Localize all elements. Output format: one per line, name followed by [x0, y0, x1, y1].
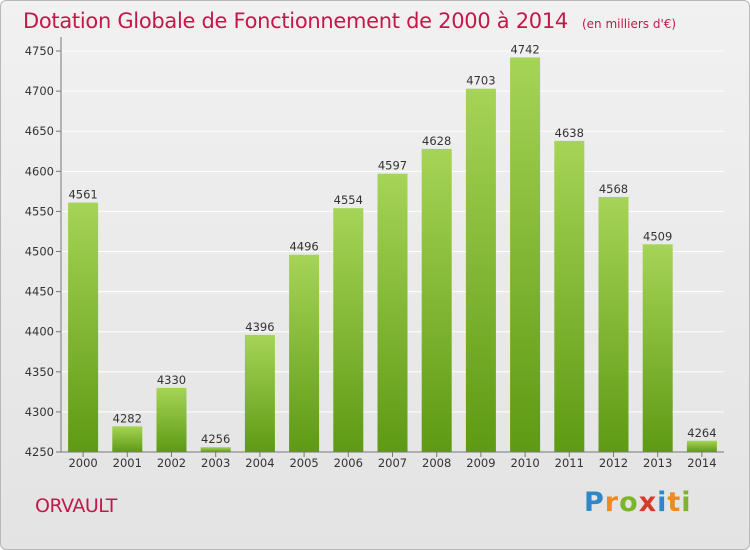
- bar-2001[interactable]: [112, 426, 143, 452]
- x-tick-label-2006: 2006: [334, 456, 363, 470]
- unit-note: (en milliers d'€): [581, 17, 677, 31]
- logo-letter-1: r: [604, 487, 620, 518]
- x-tick-label-2011: 2011: [555, 456, 584, 470]
- y-tick-label-4400: 4400: [25, 325, 54, 339]
- bar-2012[interactable]: [598, 196, 629, 452]
- data-label-2003: 4256: [201, 432, 230, 446]
- y-tick-label-4300: 4300: [25, 405, 54, 419]
- x-tick-label-2010: 2010: [510, 456, 539, 470]
- y-tick-label-4550: 4550: [25, 204, 54, 218]
- y-tick-label-4250: 4250: [25, 445, 54, 459]
- data-label-2004: 4396: [245, 320, 274, 334]
- bar-2006[interactable]: [333, 208, 364, 452]
- commune-name: ORVAULT: [35, 495, 117, 517]
- bar-2014[interactable]: [686, 440, 717, 452]
- data-label-2011: 4638: [555, 126, 584, 140]
- x-tick-label-2000: 2000: [68, 456, 97, 470]
- title-text: Dotation Globale de Fonctionnement de 20…: [23, 9, 568, 33]
- bar-2003[interactable]: [200, 447, 231, 452]
- bar-2004[interactable]: [244, 334, 275, 452]
- data-label-2009: 4703: [466, 74, 495, 88]
- bar-2009[interactable]: [465, 88, 496, 452]
- y-tick-label-4600: 4600: [25, 164, 54, 178]
- bar-2007[interactable]: [377, 173, 408, 452]
- data-label-2014: 4264: [687, 426, 716, 440]
- data-label-2005: 4496: [289, 240, 318, 254]
- data-label-2000: 4561: [68, 188, 97, 202]
- data-label-2002: 4330: [157, 373, 186, 387]
- bar-2000[interactable]: [68, 202, 99, 452]
- data-label-2013: 4509: [643, 229, 672, 243]
- x-tick-label-2005: 2005: [289, 456, 318, 470]
- x-tick-label-2012: 2012: [599, 456, 628, 470]
- y-tick-label-4500: 4500: [25, 245, 54, 259]
- y-tick-label-4700: 4700: [25, 84, 54, 98]
- x-tick-label-2013: 2013: [643, 456, 672, 470]
- y-tick-label-4350: 4350: [25, 365, 54, 379]
- x-tick-label-2004: 2004: [245, 456, 274, 470]
- x-tick-label-2002: 2002: [157, 456, 186, 470]
- bar-2013[interactable]: [642, 244, 673, 452]
- bars: [68, 57, 717, 452]
- axes: 4250 4300 4350 4400 4450 4500 4550 4600 4650 4700…: [25, 37, 724, 470]
- x-tick-label-2007: 2007: [378, 456, 407, 470]
- x-tick-label-2009: 2009: [466, 456, 495, 470]
- logo-letter-6: i: [681, 487, 692, 518]
- x-tick-label-2014: 2014: [687, 456, 716, 470]
- y-tick-label-4750: 4750: [25, 44, 54, 58]
- bar-2010[interactable]: [510, 57, 541, 452]
- data-label-2010: 4742: [510, 42, 539, 56]
- proxiti-logo[interactable]: Proxiti: [584, 487, 692, 518]
- y-tick-label-4450: 4450: [25, 285, 54, 299]
- data-label-2008: 4628: [422, 134, 451, 148]
- data-label-2006: 4554: [334, 193, 363, 207]
- data-label-2012: 4568: [599, 182, 628, 196]
- logo-letter-5: t: [667, 487, 682, 518]
- data-labels: 4561 4282 4330 4256 4396 4496 4554 4597 4628 4703…: [68, 42, 716, 446]
- logo-letter-0: P: [584, 487, 605, 518]
- data-label-2007: 4597: [378, 159, 407, 173]
- x-tick-label-2001: 2001: [113, 456, 142, 470]
- bar-2005[interactable]: [289, 254, 320, 452]
- logo-letter-4: i: [657, 487, 668, 518]
- bar-2011[interactable]: [554, 140, 585, 452]
- bar-2008[interactable]: [421, 148, 452, 452]
- logo-letter-2: o: [619, 487, 639, 518]
- x-tick-label-2008: 2008: [422, 456, 451, 470]
- logo-letter-3: x: [638, 487, 658, 518]
- bar-2002[interactable]: [156, 387, 187, 452]
- y-tick-label-4650: 4650: [25, 124, 54, 138]
- x-tick-label-2003: 2003: [201, 456, 230, 470]
- data-label-2001: 4282: [113, 411, 142, 425]
- chart-title: Dotation Globale de Fonctionnement de 20…: [23, 9, 676, 33]
